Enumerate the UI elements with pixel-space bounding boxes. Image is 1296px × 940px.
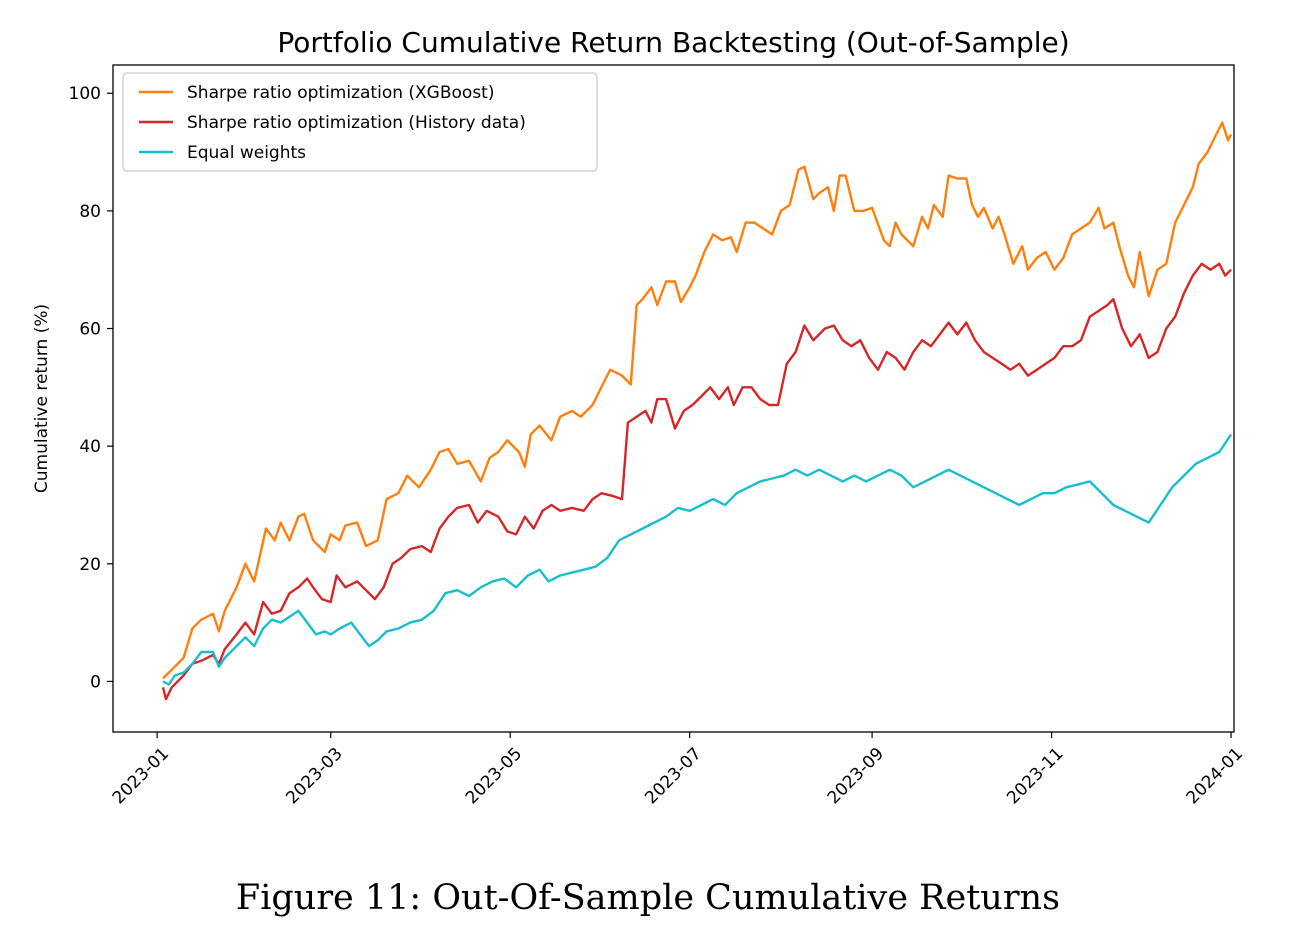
y-tick-label: 80 [79, 202, 101, 222]
series-line-1 [162, 121, 1233, 680]
y-axis-label: Cumulative return (%) [32, 304, 52, 493]
legend-label-3: Equal weights [187, 143, 306, 163]
series-line-2 [161, 262, 1232, 701]
series-line-3 [162, 433, 1233, 686]
series-layer [161, 121, 1233, 701]
y-axis: 0 20 40 60 80 100 [69, 84, 113, 692]
figure-caption: Figure 11: Out-Of-Sample Cumulative Retu… [235, 878, 1061, 918]
legend: Sharpe ratio optimization (XGBoost) Sharp… [122, 72, 598, 172]
chart-title: Portfolio Cumulative Return Backtesting … [277, 26, 1069, 59]
y-tick-label: 40 [79, 437, 101, 457]
y-tick-label: 20 [79, 555, 101, 575]
y-tick-label: 100 [69, 84, 101, 104]
chart: Portfolio Cumulative Return Backtesting … [32, 26, 1248, 809]
plot-frame [112, 64, 1235, 733]
legend-box [122, 72, 598, 172]
legend-label-1: Sharpe ratio optimization (XGBoost) [187, 83, 494, 103]
y-tick-label: 60 [79, 320, 101, 340]
y-tick-label: 0 [90, 672, 101, 692]
legend-label-2: Sharpe ratio optimization (History data) [187, 113, 526, 133]
